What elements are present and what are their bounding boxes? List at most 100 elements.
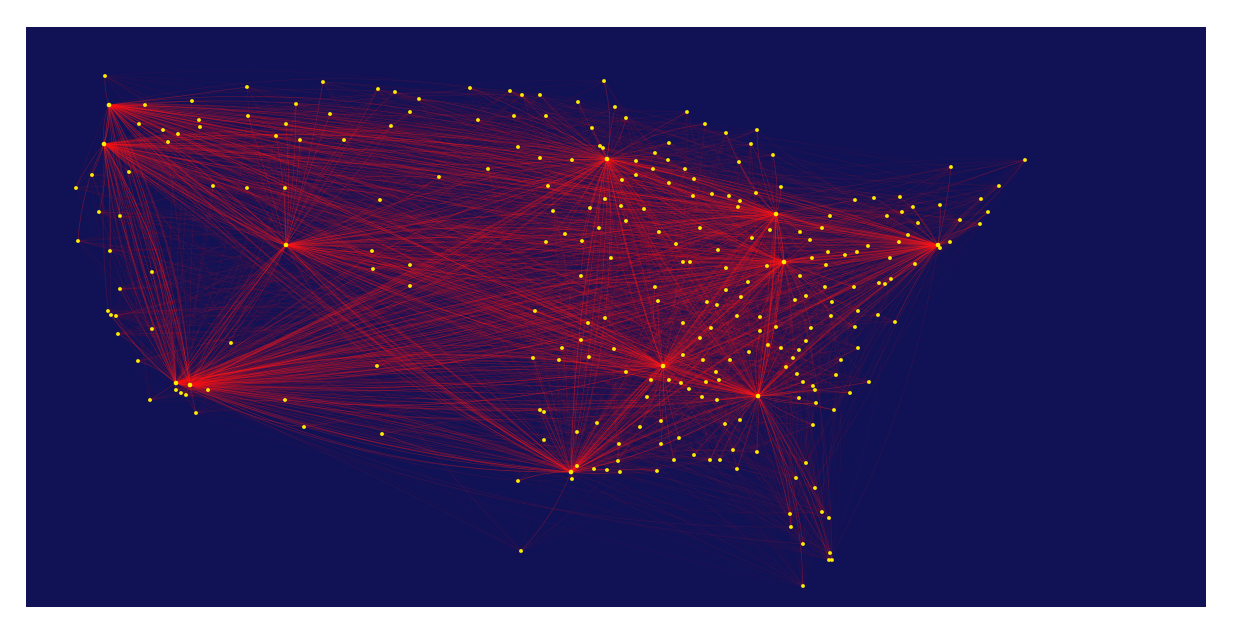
airport-node [601,146,605,150]
flight-edge [798,349,814,387]
flight-edge [189,368,718,401]
flight-edge [108,104,381,201]
flight-edge [937,198,982,246]
flight-edge [517,471,572,482]
flight-edge [821,264,836,513]
airport-node [229,341,233,345]
airport-node [613,105,617,109]
flight-edge [108,104,814,426]
flight-edge [104,75,823,513]
flight-edge [625,117,658,472]
airport-node [766,343,770,347]
flight-edge [477,119,691,263]
flight-edge [110,314,787,368]
flight-edge [783,251,829,263]
flight-edge [740,261,785,298]
flight-edge [759,330,804,383]
flight-edge [591,127,608,160]
flight-edge [775,213,941,249]
flight-edge [379,199,888,239]
flight-edge [108,104,664,367]
flight-edge [469,87,694,197]
flight-edge [667,159,785,263]
airport-node [885,214,889,218]
flight-edge [747,281,851,394]
flight-edge [564,195,730,235]
flight-edge [438,176,572,473]
flight-edge [108,104,741,205]
flight-edge [662,263,916,367]
flight-edge [606,158,627,222]
airport-node [184,393,188,397]
flight-edge [618,373,798,445]
flight-edge [103,143,753,245]
flight-edge [606,111,688,160]
flight-edge [606,129,758,160]
flight-edge [119,213,777,239]
flight-edge [295,103,798,375]
airport-node [321,80,325,84]
flight-edge [189,384,830,561]
flight-edge [606,117,627,160]
flight-edge [802,215,888,383]
flight-edge [704,123,753,239]
flight-edge [660,159,1026,422]
flight-edge [285,103,297,246]
flight-edge [715,371,835,411]
flight-edge [285,204,622,246]
flight-edge [103,143,777,215]
flight-edge [119,123,706,217]
flight-edge [588,356,664,367]
flight-edge [162,129,807,464]
flight-edge [247,115,608,160]
flight-edge [716,244,939,306]
flight-edge [815,215,831,404]
flight-edge [576,198,982,433]
flight-edge [189,384,572,473]
flight-edge [570,365,664,473]
flight-edge [587,158,609,324]
flight-edge [662,261,785,367]
flight-edge [247,115,941,249]
airport-node [575,464,579,468]
flight-edge [689,261,785,264]
flight-edge [284,399,734,458]
flight-edge [103,143,572,473]
flight-edge [189,384,541,413]
flight-edge [795,373,802,479]
flight-edge [103,143,191,386]
hub-airport-node [106,102,112,108]
flight-edge [394,91,777,215]
flight-edge [757,395,835,411]
flight-edge [175,174,637,384]
airport-node [779,185,783,189]
flight-edge [732,395,759,451]
flight-edge [539,101,579,159]
flight-edge [662,360,870,383]
flight-edge [175,261,785,384]
flight-edge [543,411,572,473]
flight-edge [598,227,759,397]
flight-edge [552,210,566,235]
flight-edge [739,395,759,421]
flight-edge [198,119,750,353]
airport-node [486,167,490,171]
flight-edge [570,145,601,473]
flight-edge [547,185,750,353]
airport-node [659,419,663,423]
flight-edge [898,241,939,246]
flight-edge [658,226,869,247]
airport-node [813,388,817,392]
flight-edge [189,158,608,386]
flight-edge [151,271,191,386]
flight-edge [570,395,759,473]
airport-node [542,438,546,442]
flight-edge [175,244,939,384]
flight-edge [285,115,547,246]
flight-edge [570,365,664,473]
flight-edge [103,143,684,263]
flight-edge [539,94,691,263]
airport-node [109,313,113,317]
flight-edge [108,104,777,215]
hub-airport-node [781,259,787,265]
